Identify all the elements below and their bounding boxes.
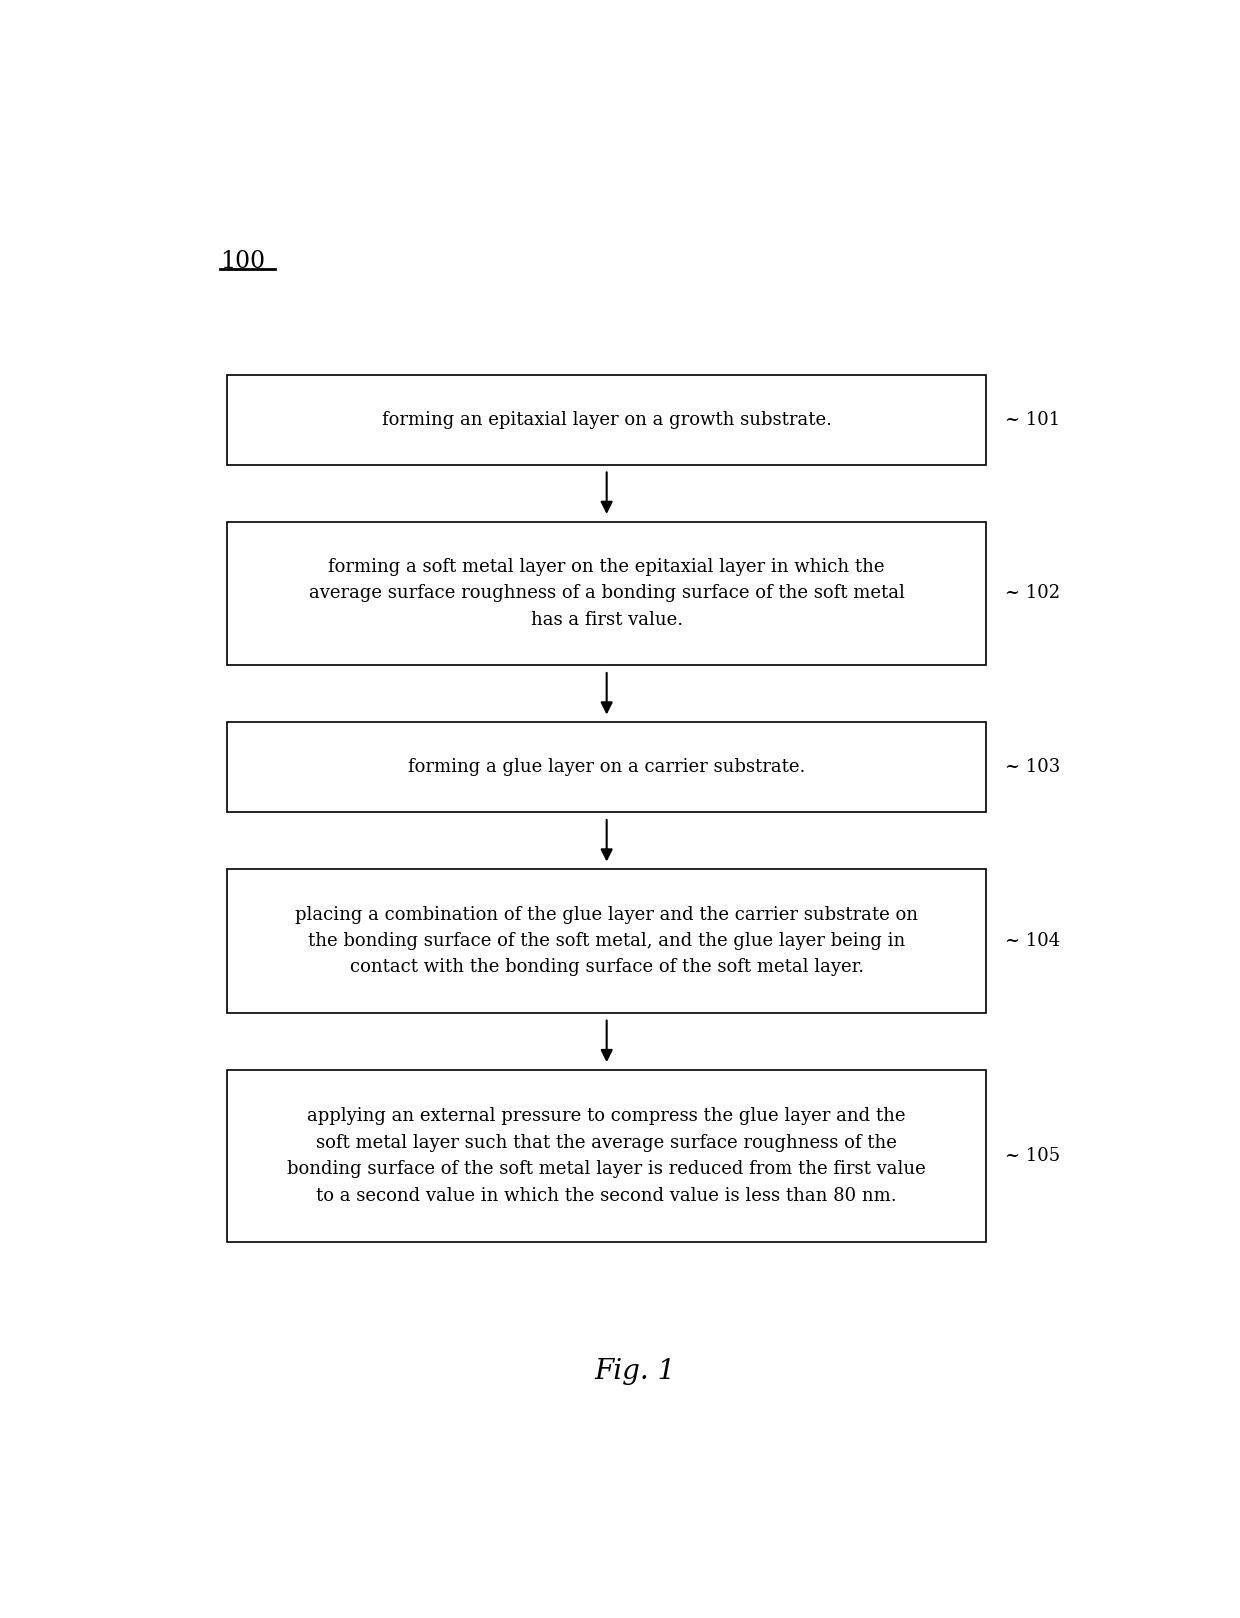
Text: forming a soft metal layer on the epitaxial layer in which the
average surface r: forming a soft metal layer on the epitax…: [309, 558, 905, 629]
Bar: [227, 1069, 986, 1243]
Bar: [227, 722, 986, 812]
Text: forming an epitaxial layer on a growth substrate.: forming an epitaxial layer on a growth s…: [382, 411, 832, 429]
Text: applying an external pressure to compress the glue layer and the
soft metal laye: applying an external pressure to compres…: [288, 1107, 926, 1204]
Text: placing a combination of the glue layer and the carrier substrate on
the bonding: placing a combination of the glue layer …: [295, 906, 918, 976]
Bar: [227, 523, 986, 665]
Text: ~ 104: ~ 104: [1006, 932, 1060, 950]
Text: ~ 102: ~ 102: [1006, 584, 1060, 602]
Text: forming a glue layer on a carrier substrate.: forming a glue layer on a carrier substr…: [408, 759, 805, 777]
Text: ~ 103: ~ 103: [1006, 759, 1060, 777]
Text: 100: 100: [221, 251, 265, 273]
Bar: [227, 375, 986, 464]
Text: Fig. 1: Fig. 1: [595, 1358, 676, 1385]
Bar: [227, 869, 986, 1013]
Text: ~ 105: ~ 105: [1006, 1147, 1060, 1165]
Text: ~ 101: ~ 101: [1006, 411, 1060, 429]
